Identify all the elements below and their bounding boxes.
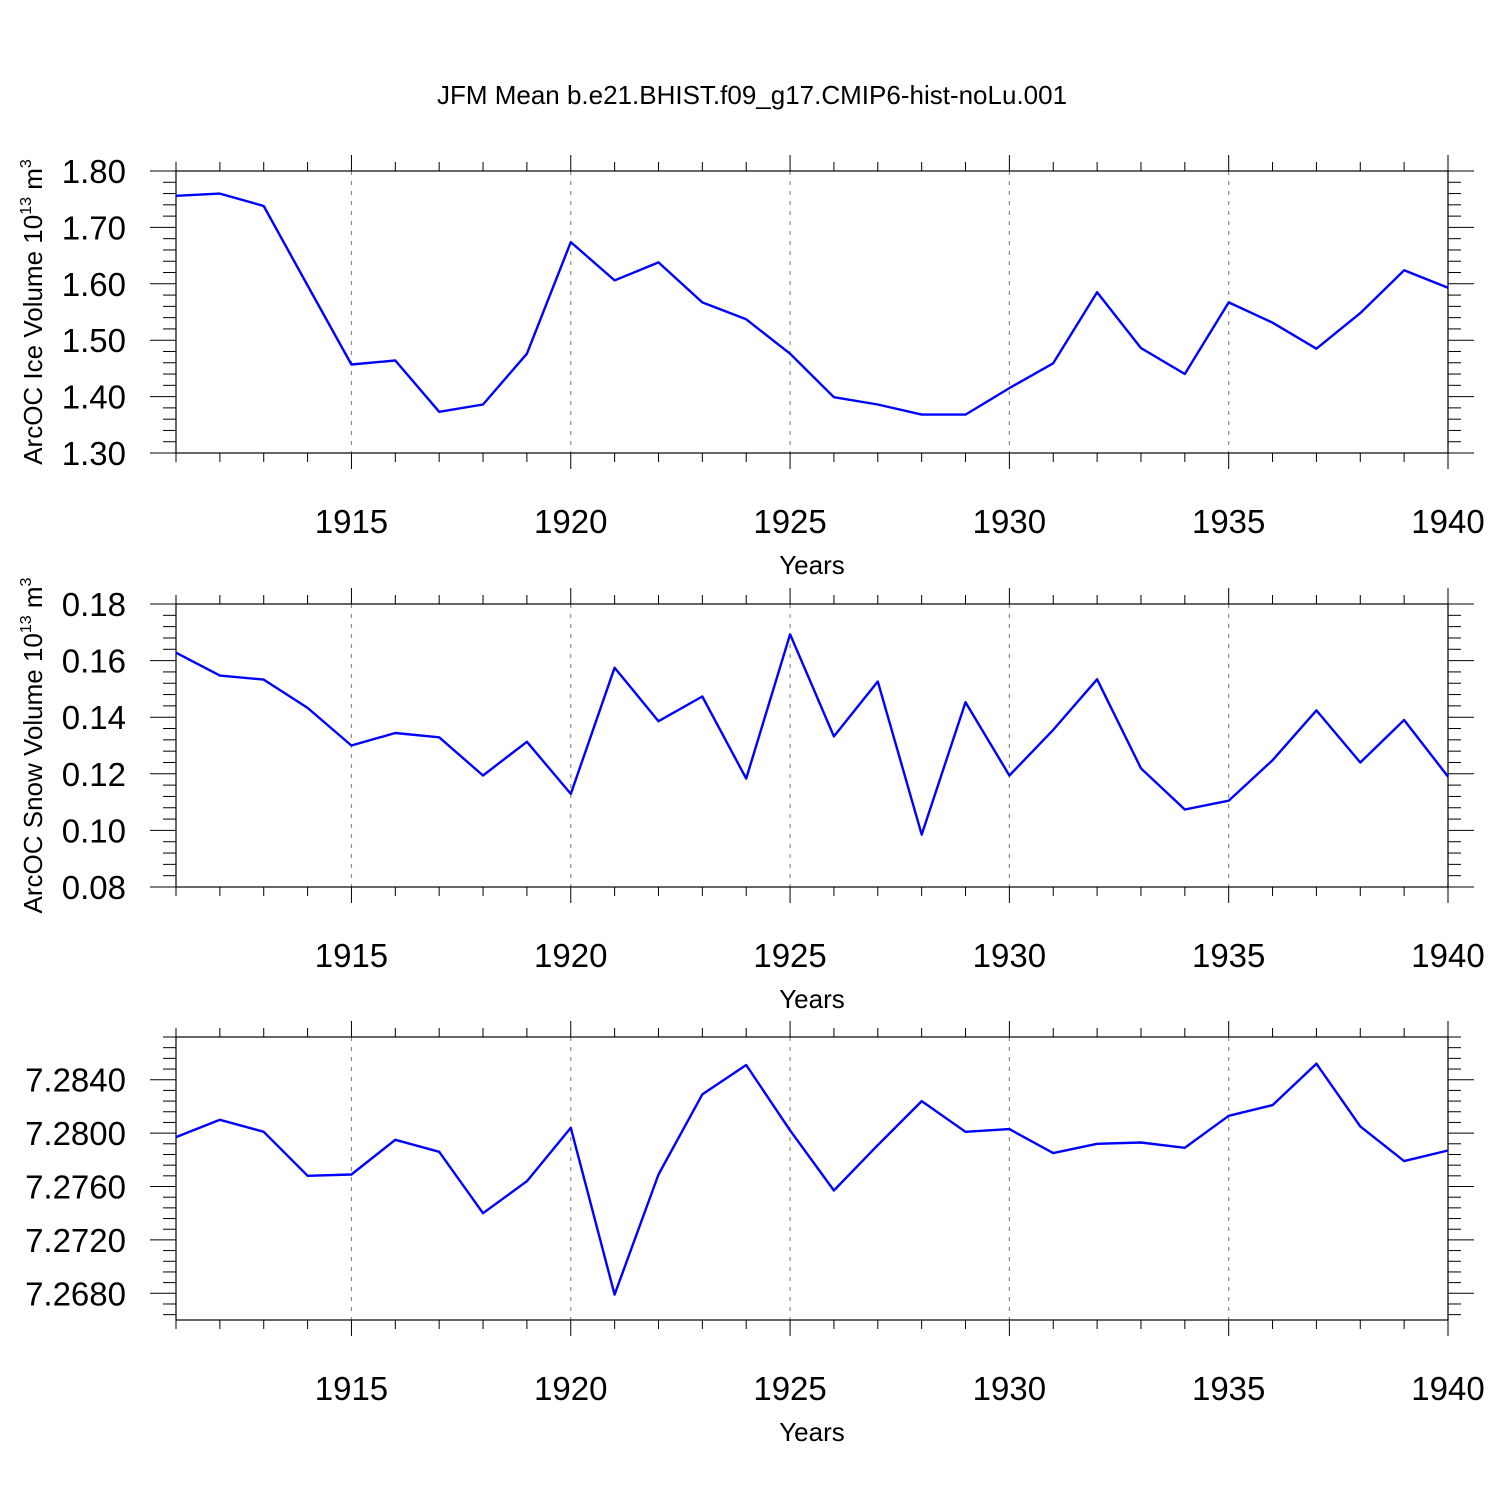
series-line — [175, 1062, 1449, 1296]
y-tick-label: 1.50 — [62, 322, 126, 359]
y-tick-label: 1.30 — [62, 435, 126, 472]
x-tick-label: 1940 — [1411, 937, 1484, 974]
y-tick-label: 7.2760 — [25, 1169, 126, 1206]
x-tick-label: 1925 — [753, 1370, 826, 1407]
y-tick-label: 1.80 — [62, 153, 126, 190]
x-tick-label: 1930 — [973, 937, 1046, 974]
panel-2: 0.08 0.10 0.12 0.14 0.16 0.18 1915 1920 1925 1930… — [18, 577, 1485, 1014]
x-tick-label: 1940 — [1411, 503, 1484, 540]
y-tick-label: 0.18 — [62, 586, 126, 623]
y-tick-label: 7.2800 — [25, 1115, 126, 1152]
x-tick-label: 1935 — [1192, 1370, 1265, 1407]
y-tick-label: 7.2840 — [25, 1062, 126, 1099]
y-tick-label: 1.40 — [62, 379, 126, 416]
x-tick-label: 1930 — [973, 503, 1046, 540]
x-tick-label: 1920 — [534, 503, 607, 540]
x-axis-label: Years — [779, 1417, 845, 1447]
plot-frame — [175, 603, 1449, 888]
panel-3: 7.2680 7.2720 7.2760 7.2800 7.2840 1915 1920 19… — [25, 1021, 1485, 1447]
y-axis-label: ArcOC Snow Volume 1013 m3 — [18, 577, 48, 913]
x-tick-label: 1915 — [315, 937, 388, 974]
x-tick-label: 1935 — [1192, 937, 1265, 974]
x-tick-label: 1925 — [753, 937, 826, 974]
series-line — [175, 633, 1449, 836]
chart-title: JFM Mean b.e21.BHIST.f09_g17.CMIP6-hist-… — [437, 80, 1067, 110]
plot-frame — [175, 1036, 1449, 1321]
y-axis-label: ArcOC Ice Volume 1013 m3 — [18, 159, 48, 465]
x-tick-label: 1920 — [534, 1370, 607, 1407]
plot-frame — [175, 170, 1449, 454]
series-line — [175, 192, 1449, 416]
x-tick-label: 1935 — [1192, 503, 1265, 540]
x-tick-label: 1940 — [1411, 1370, 1484, 1407]
y-tick-label: 7.2720 — [25, 1222, 126, 1259]
y-tick-label: 1.70 — [62, 209, 126, 246]
panel-1: 1.30 1.40 1.50 1.60 1.70 1.80 1915 1920 1925 1930… — [18, 153, 1485, 580]
x-axis-label: Years — [779, 984, 845, 1014]
x-axis-label: Years — [779, 550, 845, 580]
y-tick-label: 0.10 — [62, 812, 126, 849]
y-tick-label: 0.08 — [62, 869, 126, 906]
x-tick-label: 1930 — [973, 1370, 1046, 1407]
y-tick-label: 1.60 — [62, 266, 126, 303]
y-tick-label: 0.12 — [62, 756, 126, 793]
x-tick-label: 1925 — [753, 503, 826, 540]
y-tick-label: 0.16 — [62, 643, 126, 680]
x-tick-label: 1915 — [315, 503, 388, 540]
x-tick-label: 1915 — [315, 1370, 388, 1407]
y-tick-label: 0.14 — [62, 699, 126, 736]
x-tick-label: 1920 — [534, 937, 607, 974]
y-tick-label: 7.2680 — [25, 1275, 126, 1312]
